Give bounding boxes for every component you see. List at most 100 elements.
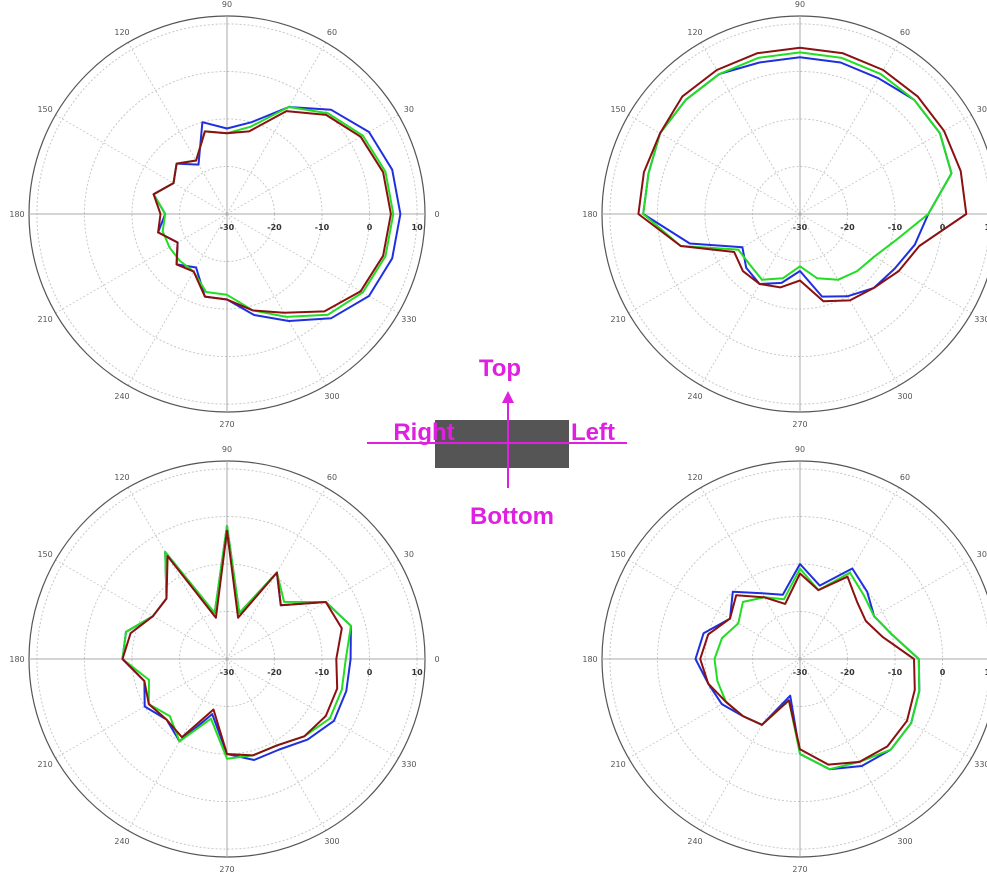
angle-tick-label: 90 [795, 445, 805, 454]
angle-tick-label: 210 [610, 760, 625, 769]
radial-tick-label: -30 [793, 668, 808, 677]
angle-tick-label: 270 [792, 420, 807, 429]
radial-tick-label: -30 [793, 223, 808, 232]
angle-tick-label: 240 [114, 392, 129, 401]
radial-tick-label: -10 [315, 223, 330, 232]
spoke-line [799, 213, 900, 386]
series-line-3 [699, 572, 916, 766]
radial-tick-label: -20 [840, 668, 855, 677]
spoke-line [226, 114, 399, 215]
device-orientation-annotation: Top Right Left Bottom [367, 355, 627, 530]
radial-tick-label: -20 [267, 668, 282, 677]
angle-tick-label: 240 [687, 392, 702, 401]
angle-tick-label: 120 [114, 28, 129, 37]
radial-tick-label: 10 [412, 223, 424, 232]
spoke-line [127, 42, 228, 215]
angle-tick-label: 330 [974, 315, 987, 324]
spoke-line [700, 487, 801, 660]
angle-tick-label: 150 [610, 550, 625, 559]
radial-tick-label: -10 [888, 223, 903, 232]
spoke-line [226, 213, 399, 314]
radial-tick-label: -20 [267, 223, 282, 232]
angle-tick-label: 270 [219, 420, 234, 429]
angle-tick-label: 60 [327, 28, 337, 37]
spoke-line [226, 658, 327, 831]
radial-tick-label: 0 [940, 668, 946, 677]
polar-plot-top-right: 0 30 60 90 120 150 180 210 240 270 300 330 -30 -20 -10… [582, 0, 987, 429]
angle-tick-label: 300 [897, 392, 912, 401]
angle-tick-label: 180 [9, 210, 24, 219]
angle-tick-label: 210 [37, 315, 52, 324]
angle-tick-label: 300 [897, 837, 912, 846]
radial-tick-label: -30 [220, 223, 235, 232]
spoke-line [55, 213, 228, 314]
spoke-line [799, 658, 972, 759]
spoke-line [226, 658, 399, 759]
angle-tick-label: 60 [327, 473, 337, 482]
spoke-line [700, 213, 801, 386]
radial-tick-label: 10 [985, 223, 987, 232]
angle-tick-label: 60 [900, 473, 910, 482]
spoke-line [55, 559, 228, 660]
angle-tick-label: 30 [977, 550, 987, 559]
angle-tick-label: 150 [610, 105, 625, 114]
spoke-line [799, 114, 972, 215]
angle-tick-label: 180 [582, 655, 597, 664]
series-line-3 [152, 110, 392, 314]
spoke-line [127, 213, 228, 386]
spoke-line [127, 487, 228, 660]
up-arrow-icon [502, 391, 514, 403]
angle-tick-label: 270 [792, 865, 807, 874]
angle-tick-label: 90 [222, 0, 232, 9]
radial-tick-label: 0 [367, 668, 373, 677]
spoke-line [799, 487, 900, 660]
spoke-line [799, 658, 900, 831]
angle-tick-label: 240 [114, 837, 129, 846]
angle-tick-label: 30 [404, 550, 414, 559]
label-top: Top [479, 355, 521, 382]
angle-tick-label: 180 [9, 655, 24, 664]
label-bottom: Bottom [470, 503, 554, 530]
label-left: Left [571, 419, 615, 446]
radial-tick-label: 0 [367, 223, 373, 232]
radial-tick-label: -30 [220, 668, 235, 677]
radial-tick-label: -10 [888, 668, 903, 677]
label-right: Right [393, 419, 454, 446]
angle-tick-label: 150 [37, 550, 52, 559]
spoke-line [628, 114, 801, 215]
angle-tick-label: 150 [37, 105, 52, 114]
angle-tick-label: 120 [114, 473, 129, 482]
series-line-3 [637, 46, 968, 303]
angle-tick-label: 30 [977, 105, 987, 114]
series-line-2 [152, 106, 395, 318]
spoke-line [799, 213, 972, 314]
polar-plot-bottom-left: 0 30 60 90 120 150 180 210 240 270 300 330 -30 -20 -10… [9, 445, 439, 874]
angle-tick-label: 330 [974, 760, 987, 769]
spoke-line [127, 658, 228, 831]
polar-plot-top-left: 0 30 60 90 120 150 180 210 240 270 300 330 -30 -20 -10… [9, 0, 439, 429]
angle-tick-label: 0 [434, 655, 439, 664]
angle-tick-label: 210 [37, 760, 52, 769]
series-line-2 [642, 51, 953, 281]
spoke-line [700, 658, 801, 831]
spoke-line [226, 42, 327, 215]
angle-tick-label: 300 [324, 392, 339, 401]
spoke-line [55, 114, 228, 215]
spoke-line [226, 213, 327, 386]
series-line-1 [694, 563, 921, 771]
spoke-line [226, 487, 327, 660]
spoke-line [628, 559, 801, 660]
radial-tick-label: 10 [412, 668, 424, 677]
angle-tick-label: 210 [610, 315, 625, 324]
spoke-line [55, 658, 228, 759]
angle-tick-label: 330 [401, 315, 416, 324]
spoke-line [799, 559, 972, 660]
angle-tick-label: 90 [795, 0, 805, 9]
radial-tick-label: -10 [315, 668, 330, 677]
angle-tick-label: 60 [900, 28, 910, 37]
angle-tick-label: 0 [434, 210, 439, 219]
angle-tick-label: 300 [324, 837, 339, 846]
angle-tick-label: 90 [222, 445, 232, 454]
